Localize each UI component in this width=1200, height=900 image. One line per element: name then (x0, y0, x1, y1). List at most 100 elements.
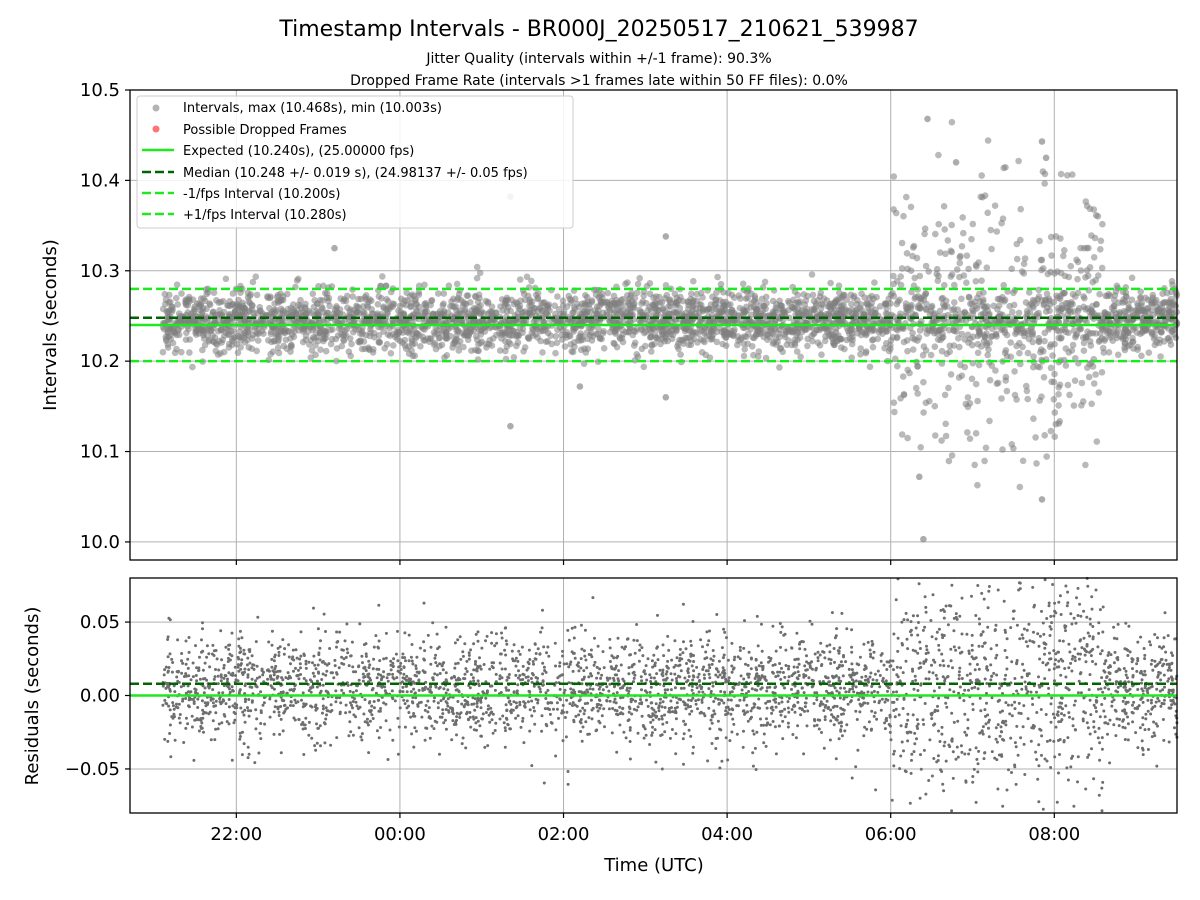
interval-point (984, 209, 991, 217)
interval-point (931, 402, 939, 410)
interval-point (601, 299, 608, 306)
interval-point (554, 326, 561, 334)
residual-point (967, 649, 971, 653)
interval-outlier-point (952, 159, 960, 166)
interval-point (1067, 262, 1075, 270)
residual-point (463, 642, 467, 646)
residual-point (812, 724, 816, 728)
interval-point (242, 329, 249, 336)
interval-point (1102, 292, 1109, 300)
interval-point (938, 437, 945, 444)
interval-point (253, 291, 261, 299)
interval-point (1123, 293, 1130, 301)
residual-point (289, 662, 292, 666)
residual-point (779, 630, 783, 634)
residual-point (1031, 703, 1035, 706)
residual-point (1149, 712, 1153, 716)
intervals-y-tick-label: 10.1 (80, 442, 120, 463)
interval-point (461, 306, 469, 313)
residual-point (465, 670, 469, 673)
interval-point (528, 302, 535, 309)
legend-marker-dropped-frames (152, 125, 160, 133)
interval-point (843, 336, 851, 344)
residual-point (1037, 764, 1041, 768)
residual-point (1037, 800, 1041, 804)
residual-point (700, 700, 704, 704)
residual-point (307, 733, 311, 737)
interval-point (956, 259, 964, 267)
interval-point (1011, 368, 1018, 375)
interval-point (1114, 351, 1122, 359)
residual-point (1151, 668, 1155, 672)
residual-point (610, 731, 614, 735)
interval-outlier-point (1038, 138, 1046, 145)
interval-point (440, 290, 448, 297)
interval-point (322, 347, 330, 355)
interval-point (238, 308, 245, 316)
interval-point (461, 300, 469, 308)
interval-point (173, 281, 181, 289)
interval-point (943, 350, 951, 358)
residual-point (555, 701, 559, 705)
residual-point (1131, 658, 1135, 662)
residual-point (168, 732, 172, 735)
interval-point (811, 305, 818, 313)
residual-point (1057, 600, 1061, 604)
interval-point (160, 325, 168, 333)
interval-point (375, 293, 383, 300)
interval-point (1011, 391, 1019, 399)
residual-point (954, 612, 958, 616)
interval-point (848, 340, 856, 348)
interval-point (955, 335, 962, 342)
residual-point (774, 697, 778, 701)
interval-point (1050, 396, 1058, 403)
interval-point (189, 363, 196, 371)
interval-point (776, 364, 783, 371)
interval-point (1047, 364, 1055, 372)
residual-point (195, 679, 199, 683)
interval-point (573, 300, 581, 308)
residual-point (726, 758, 730, 762)
interval-point (584, 345, 592, 353)
interval-point (713, 338, 721, 346)
interval-point (743, 333, 750, 341)
residual-point (1118, 717, 1122, 721)
interval-point (561, 343, 569, 350)
interval-point (348, 340, 355, 348)
interval-point (666, 296, 674, 304)
interval-point (956, 343, 963, 351)
interval-point (866, 363, 874, 371)
interval-point (694, 330, 702, 338)
interval-point (956, 273, 963, 281)
interval-point (1082, 461, 1089, 469)
residual-point (929, 619, 933, 622)
interval-point (1003, 387, 1011, 395)
residual-point (310, 736, 314, 740)
residual-point (640, 679, 644, 683)
interval-point (972, 380, 980, 388)
interval-point (619, 295, 626, 303)
interval-point (1096, 290, 1103, 298)
residual-point (913, 742, 917, 746)
interval-point (383, 341, 391, 348)
residual-point (688, 712, 692, 716)
interval-point (907, 203, 915, 211)
residual-point (450, 738, 454, 742)
interval-point (555, 306, 563, 313)
interval-point (267, 330, 275, 338)
interval-point (1088, 400, 1095, 408)
interval-point (838, 344, 845, 351)
interval-point (1010, 301, 1018, 309)
interval-point (972, 430, 980, 437)
interval-point (374, 301, 382, 308)
interval-point (794, 291, 802, 299)
residual-point (771, 670, 774, 674)
interval-point (307, 337, 315, 344)
residual-point (422, 640, 426, 644)
interval-point (964, 394, 972, 401)
interval-point (1047, 233, 1055, 241)
interval-point (364, 303, 372, 311)
interval-point (1168, 277, 1176, 285)
interval-point (909, 252, 916, 260)
interval-point (1152, 296, 1160, 304)
